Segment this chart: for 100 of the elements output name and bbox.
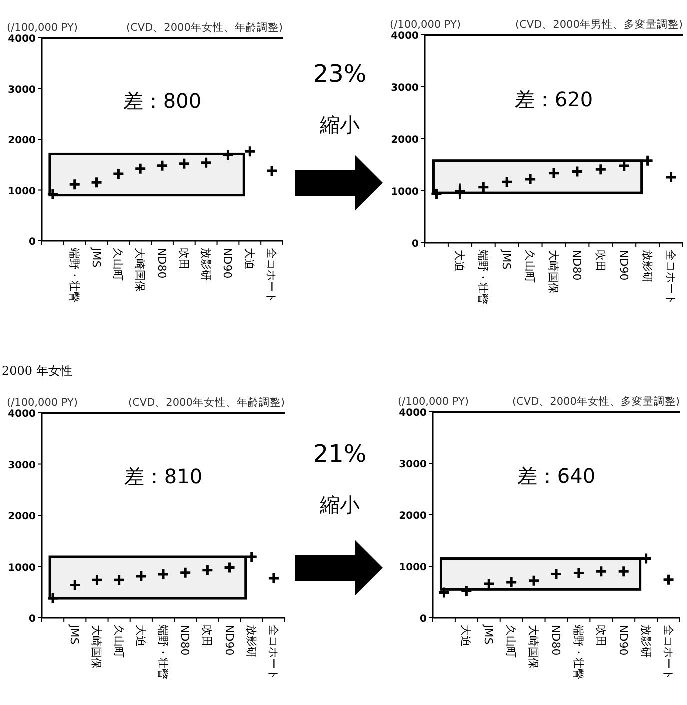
x-tick-label: ND80 — [550, 625, 562, 656]
point — [200, 156, 213, 170]
point — [595, 565, 608, 578]
y-tick-label: 4000 — [8, 34, 36, 45]
point — [179, 566, 192, 580]
x-tick-label: ND80 — [570, 250, 584, 281]
band: 差：810 — [48, 464, 248, 600]
x-tick-label: 放影研 — [244, 625, 258, 658]
point — [135, 570, 148, 583]
point — [662, 574, 676, 586]
x-tick-label: 吹田 — [177, 248, 190, 270]
y-tick-label: 1000 — [391, 187, 420, 198]
x-tick-label: ND90 — [221, 248, 234, 279]
point — [550, 568, 563, 580]
point — [548, 167, 560, 180]
y-axis-title: (/100,000 PY) — [7, 22, 78, 34]
point — [112, 168, 125, 180]
x-tick-label: ND90 — [617, 250, 630, 281]
y-tick-label: 0 — [412, 239, 420, 250]
x-tick-label: 放影研 — [639, 625, 652, 658]
band-label: 差：810 — [124, 464, 203, 488]
chart-subtitle: (CVD、2000年女性、年齢調整) — [128, 396, 285, 409]
y-tick-label: 4000 — [8, 409, 36, 420]
point — [68, 578, 82, 592]
x-tick-label: JMS — [482, 624, 496, 645]
x-tick-label: 放影研 — [199, 248, 212, 281]
point — [178, 158, 191, 170]
text: 23% — [313, 60, 367, 88]
point — [201, 564, 214, 577]
y-tick-label: 4000 — [391, 31, 420, 42]
chart-subtitle: (CVD、2000年男性、多変量調整) — [515, 18, 683, 31]
x-tick-label: 大迫 — [134, 625, 148, 647]
x-tick-label: 端野・壮瞥 — [68, 248, 81, 303]
y-tick-label: 2000 — [8, 512, 36, 522]
y-tick-label: 0 — [29, 237, 36, 248]
x-tick-label: ND80 — [156, 248, 168, 279]
x-tick-label: 久山町 — [112, 625, 126, 658]
point — [500, 176, 514, 188]
point — [156, 160, 169, 172]
x-tick-label: ND90 — [222, 625, 236, 656]
band-label: 差：620 — [514, 87, 594, 112]
x-tick-label: 全コホート — [266, 625, 280, 680]
point — [90, 574, 104, 586]
point — [46, 592, 60, 605]
point — [46, 188, 60, 201]
x-tick-label: 吹田 — [200, 625, 214, 647]
y-tick-label: 1000 — [8, 562, 36, 574]
point — [454, 185, 466, 198]
x-tick-label: JMS — [90, 247, 103, 268]
x-tick-label: 吹田 — [594, 250, 607, 272]
point — [618, 565, 630, 578]
point — [640, 552, 653, 566]
text: 縮小 — [319, 113, 360, 137]
x-tick-label: JMS — [68, 624, 82, 645]
point — [524, 173, 537, 186]
point — [642, 154, 654, 168]
chart-subtitle: (CVD、2000年女性、年齢調整) — [126, 21, 283, 34]
x-tick-label: 大迫 — [460, 625, 473, 647]
point — [460, 584, 473, 598]
point — [134, 162, 147, 176]
chart-subtitle: (CVD、2000年女性、多変量調整) — [512, 395, 680, 408]
x-tick-label: 吹田 — [594, 625, 608, 647]
y-tick-label: 0 — [420, 614, 428, 625]
point — [113, 574, 126, 586]
y-axis-title: (/100,000 PY) — [398, 396, 470, 408]
band-label: 差：800 — [123, 88, 202, 113]
y-tick-label: 1000 — [8, 186, 36, 198]
x-tick-label: 大迫 — [243, 248, 256, 270]
point — [68, 178, 82, 191]
text: 21% — [313, 440, 367, 468]
x-tick-label: 放影研 — [640, 250, 654, 283]
point — [572, 566, 586, 580]
y-tick-label: 3000 — [8, 460, 36, 472]
y-tick-label: 2000 — [399, 511, 428, 522]
point — [266, 164, 278, 178]
x-tick-label: 端野・壮瞥 — [476, 250, 490, 305]
point — [438, 586, 450, 600]
x-tick-label: 全コホート — [265, 248, 278, 303]
y-axis-title: (/100,000 PY) — [390, 19, 462, 31]
point — [244, 145, 256, 158]
point — [665, 171, 678, 184]
band: 差：800 — [48, 88, 246, 197]
x-tick-label: ND80 — [178, 625, 192, 656]
x-tick-label: 全コホート — [662, 625, 675, 680]
x-tick-label: 大崎国保 — [90, 625, 104, 669]
point — [505, 576, 518, 589]
band-label: 差：640 — [517, 464, 596, 488]
x-tick-label: 端野・壮瞥 — [156, 625, 170, 680]
x-tick-label: 久山町 — [112, 248, 125, 281]
point — [157, 568, 170, 581]
point — [594, 163, 608, 176]
point — [246, 550, 258, 564]
point — [528, 574, 540, 588]
x-tick-label: 全コホート — [664, 250, 678, 305]
point — [222, 148, 234, 162]
x-tick-label: 端野・壮瞥 — [572, 625, 585, 680]
point — [268, 572, 280, 585]
chart-title: 2000 年女性 — [2, 364, 72, 378]
y-tick-label: 3000 — [8, 84, 36, 96]
y-tick-label: 2000 — [8, 136, 36, 146]
